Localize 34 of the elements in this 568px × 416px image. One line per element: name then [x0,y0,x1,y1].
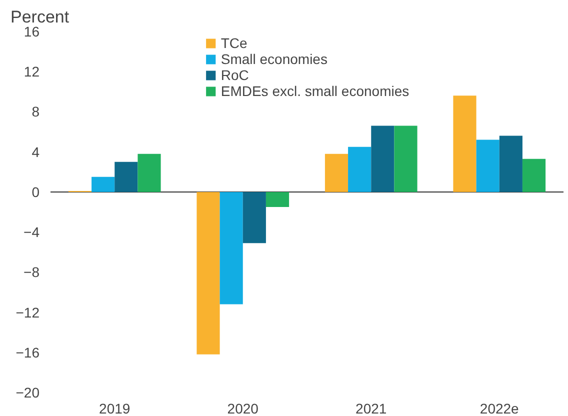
legend-label: EMDEs excl. small economies [220,83,410,99]
bar [196,192,220,354]
x-tick-label: 2022e [480,400,520,416]
y-tick-label: −4 [24,224,40,240]
y-tick-label: 0 [32,184,40,200]
x-tick-label: 2021 [356,400,387,416]
y-axis-title: Percent [10,8,70,26]
bar [394,126,418,192]
legend-label: RoC [220,67,249,83]
bar [476,140,500,192]
bar [114,162,138,192]
bar [242,192,266,244]
y-tick-label: 8 [32,104,40,120]
y-tick-label: 12 [24,64,40,80]
y-tick-label: −8 [24,264,40,280]
y-tick-label: −20 [16,384,40,400]
bar [220,192,243,304]
bar [348,146,372,192]
bar [266,192,290,207]
bar [499,136,522,192]
bar [138,154,161,192]
bar [324,154,348,192]
y-tick-label: −12 [16,304,40,320]
bar [92,176,115,192]
y-tick-label: 4 [32,144,40,160]
bar [522,158,546,192]
y-tick-label: −16 [16,344,40,360]
x-tick-label: 2019 [99,400,130,416]
legend-label: Small economies [220,51,328,67]
y-tick-label: 16 [24,24,40,40]
bar [453,96,476,192]
legend-label: TCe [220,35,248,51]
bar [371,126,394,192]
x-tick-label: 2020 [227,400,259,416]
